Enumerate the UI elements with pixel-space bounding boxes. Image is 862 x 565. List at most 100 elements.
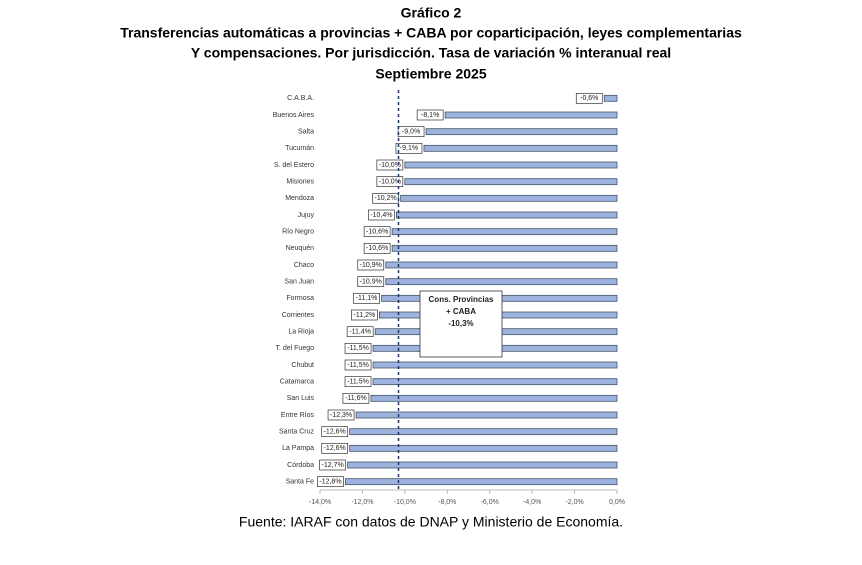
x-tick-label: -14,0%	[309, 499, 331, 506]
y-tick-label: Córdoba	[287, 462, 314, 469]
value-label-box	[351, 309, 378, 321]
value-label: -10,6%	[366, 245, 388, 252]
x-tick-label: -2,0%	[565, 499, 583, 506]
value-label: -10,6%	[366, 229, 388, 236]
bar	[404, 161, 618, 169]
chart-subtitle: Y compensaciones. Por jurisdicción. Tasa…	[191, 45, 671, 61]
value-label-box	[353, 292, 380, 304]
y-tick-label: Tucumán	[285, 145, 314, 152]
value-label: -10,0%	[379, 179, 401, 186]
bar	[395, 211, 618, 219]
y-tick-label: Entre Ríos	[281, 412, 315, 419]
annotation: Cons. Provincias	[429, 295, 494, 304]
value-label-box	[363, 242, 391, 254]
x-tick-label: -6,0%	[481, 499, 499, 506]
y-tick-label: Jujuy	[298, 212, 315, 219]
value-label-box	[376, 159, 404, 171]
bar	[385, 261, 618, 269]
bar	[347, 461, 618, 469]
value-label-box	[368, 209, 395, 221]
bar	[423, 144, 618, 152]
x-tick-label: -4,0%	[523, 499, 541, 506]
y-tick-label: Formosa	[286, 295, 314, 302]
annotation: -10,3%	[448, 319, 473, 328]
bar	[345, 478, 618, 486]
value-label-box	[416, 109, 444, 121]
value-label-box	[376, 176, 404, 188]
value-label: -12,7%	[321, 462, 343, 469]
value-label-box	[344, 359, 372, 371]
x-tick-label: -12,0%	[351, 499, 373, 506]
annotation-box	[419, 290, 503, 358]
bar	[372, 378, 618, 386]
value-label: -11,1%	[356, 295, 378, 302]
y-tick-label: San Luis	[287, 395, 315, 402]
value-label: -12,6%	[324, 445, 346, 452]
value-label: -10,0%	[379, 162, 401, 169]
value-label: -12,3%	[330, 412, 352, 419]
value-label: -12,8%	[319, 479, 341, 486]
y-tick-label: Santa Fe	[286, 479, 315, 486]
y-tick-label: Corrientes	[282, 312, 315, 319]
value-label: -0,6%	[580, 95, 598, 102]
value-label-box	[397, 126, 425, 138]
value-label: -11,5%	[347, 379, 369, 386]
bar	[355, 411, 618, 419]
y-tick-label: Chaco	[294, 262, 314, 269]
value-label-box	[344, 376, 372, 388]
value-label-box	[575, 92, 603, 104]
bar	[425, 128, 618, 136]
value-label-box	[395, 142, 423, 154]
value-label: -8,1%	[421, 112, 439, 119]
value-label-box	[327, 409, 355, 421]
value-label-box	[363, 226, 391, 238]
x-tick-label: -10,0%	[394, 499, 416, 506]
y-tick-label: Río Negro	[282, 229, 314, 236]
y-tick-label: S. del Estero	[274, 162, 314, 169]
value-label: -10,4%	[370, 212, 392, 219]
y-tick-label: Mendoza	[285, 195, 314, 202]
bar	[349, 444, 618, 452]
bar	[444, 111, 618, 119]
bar	[370, 394, 618, 402]
value-label-box	[346, 326, 374, 338]
chart-subtitle: Septiembre 2025	[375, 66, 486, 82]
value-label-box	[357, 259, 385, 271]
source: Fuente: IARAF con datos de DNAP y Minist…	[239, 514, 623, 530]
value-label: -11,6%	[345, 395, 367, 402]
value-label-box	[344, 342, 372, 354]
y-tick-label: La Rioja	[288, 329, 314, 336]
y-tick-label: San Juan	[284, 279, 314, 286]
y-tick-label: C.A.B.A.	[287, 95, 314, 102]
value-label-box	[342, 392, 370, 404]
value-label: -11,2%	[354, 312, 376, 319]
y-tick-label: Misiones	[286, 179, 314, 186]
y-tick-label: Chubut	[291, 362, 314, 369]
annotation: + CABA	[446, 307, 476, 316]
x-tick-label: -8,0%	[438, 499, 456, 506]
value-label: -9,0%	[402, 129, 420, 136]
bar	[385, 278, 618, 286]
chart-title: Gráfico 2	[401, 5, 462, 21]
y-tick-label: Salta	[298, 129, 314, 136]
y-tick-label: Catamarca	[280, 379, 314, 386]
value-label: -11,4%	[349, 329, 371, 336]
bar	[391, 244, 618, 252]
y-tick-label: T. del Fuego	[275, 345, 314, 352]
value-label: -11,5%	[347, 345, 369, 352]
bar	[372, 361, 618, 369]
bar	[391, 228, 618, 236]
value-label: -9,1%	[400, 145, 418, 152]
y-tick-label: Buenos Aires	[273, 112, 315, 119]
value-label-box	[317, 476, 344, 488]
chart-subtitle: Transferencias automáticas a provincias …	[120, 25, 742, 41]
value-label: -10,2%	[375, 195, 397, 202]
value-label-box	[321, 426, 349, 438]
value-label-box	[357, 276, 385, 288]
bar	[349, 428, 618, 436]
value-label: -10,9%	[360, 279, 382, 286]
value-label: -11,5%	[347, 362, 369, 369]
y-tick-label: Santa Cruz	[279, 429, 315, 436]
y-tick-label: La Pampa	[282, 445, 314, 452]
